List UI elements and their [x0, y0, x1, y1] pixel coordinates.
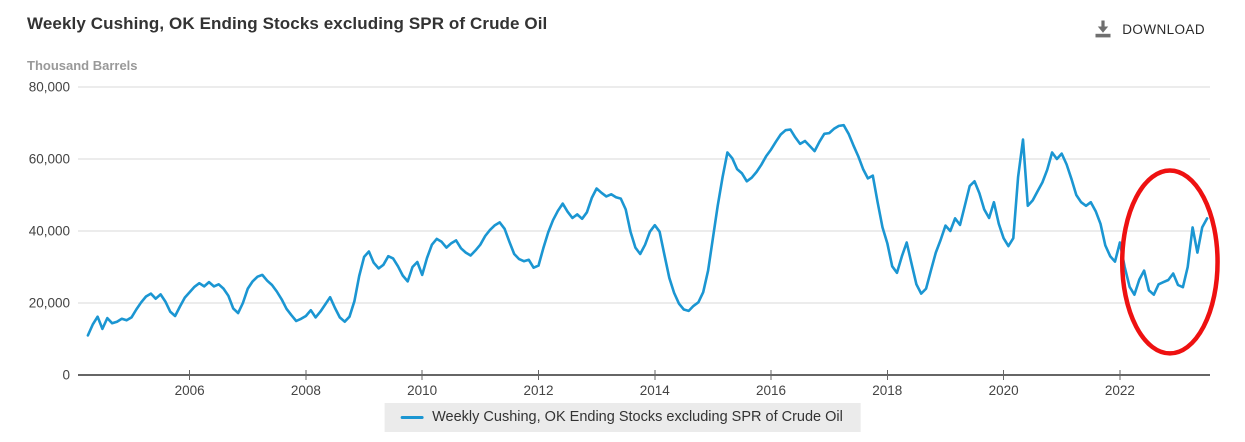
- y-axis-tick-label: 40,000: [29, 224, 70, 239]
- y-axis-tick-label: 0: [62, 368, 70, 383]
- annotation-ellipse: [1119, 168, 1220, 356]
- legend-label: Weekly Cushing, OK Ending Stocks excludi…: [432, 409, 843, 425]
- x-axis-tick-label: 2010: [407, 383, 437, 398]
- y-axis-tick-label: 80,000: [29, 80, 70, 95]
- download-icon: [1094, 20, 1112, 39]
- x-axis-tick-label: 2020: [989, 383, 1019, 398]
- page-title: Weekly Cushing, OK Ending Stocks excludi…: [27, 14, 548, 33]
- download-label: DOWNLOAD: [1122, 22, 1205, 37]
- x-axis-tick-label: 2018: [872, 383, 902, 398]
- x-axis-tick-label: 2006: [175, 383, 205, 398]
- units-label: Thousand Barrels: [27, 58, 138, 73]
- x-axis-tick-label: 2016: [756, 383, 786, 398]
- y-axis-tick-label: 20,000: [29, 296, 70, 311]
- legend-item[interactable]: Weekly Cushing, OK Ending Stocks excludi…: [384, 403, 861, 432]
- x-axis-tick-label: 2012: [523, 383, 553, 398]
- x-axis-tick-label: 2008: [291, 383, 321, 398]
- x-axis-tick-label: 2022: [1105, 383, 1135, 398]
- download-button[interactable]: DOWNLOAD: [1094, 20, 1205, 39]
- legend-line-marker: [400, 415, 424, 419]
- y-axis-tick-label: 60,000: [29, 152, 70, 167]
- data-line-series: [86, 123, 1209, 337]
- x-axis-tick-label: 2014: [640, 383, 671, 398]
